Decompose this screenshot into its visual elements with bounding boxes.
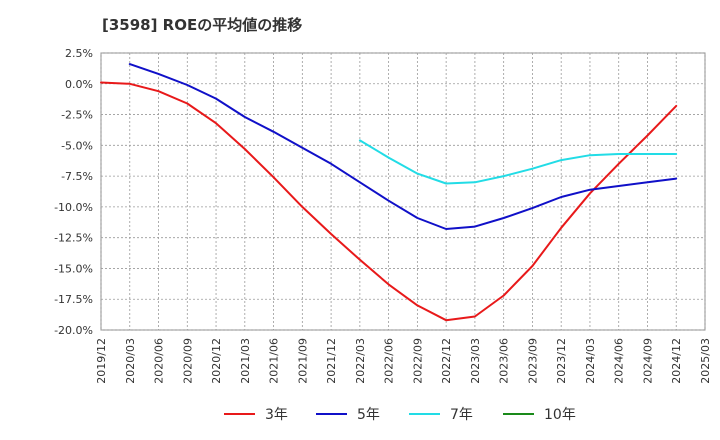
x-tick-label: 2023/06 xyxy=(498,338,511,384)
series-lines xyxy=(100,63,678,322)
x-tick-label: 2021/03 xyxy=(239,338,252,384)
y-tick-label: -7.5% xyxy=(61,170,93,183)
x-tick-label: 2022/06 xyxy=(383,338,396,384)
y-tick-label: -12.5% xyxy=(54,232,93,245)
x-tick-label: 2023/09 xyxy=(526,338,539,384)
x-tick-label: 2020/12 xyxy=(210,338,223,384)
x-tick-label: 2021/09 xyxy=(296,338,309,384)
legend-item-5年: 5年 xyxy=(316,407,380,423)
y-tick-label: 2.5% xyxy=(65,47,93,60)
x-tick-label: 2022/09 xyxy=(411,338,424,384)
chart-title: [3598] ROEの平均値の推移 xyxy=(102,16,303,34)
series-line-3年 xyxy=(100,81,678,322)
x-tick-label: 2020/03 xyxy=(124,338,137,384)
legend-item-10年: 10年 xyxy=(503,407,576,423)
x-tick-label: 2024/03 xyxy=(584,338,597,384)
y-tick-label: -2.5% xyxy=(61,109,93,122)
grid-lines xyxy=(100,52,706,331)
x-tick-label: 2020/09 xyxy=(181,338,194,384)
series-line-5年 xyxy=(128,63,678,230)
y-tick-label: 0.0% xyxy=(65,78,93,91)
x-tick-label: 2022/03 xyxy=(354,338,367,384)
x-tick-label: 2019/12 xyxy=(95,338,108,384)
y-axis-ticks: 2.5% 0.0% -2.5% -5.0% -7.5% -10.0% -12.5% -15.0… xyxy=(54,47,93,337)
x-tick-label: 2024/09 xyxy=(641,338,654,384)
legend-item-3年: 3年 xyxy=(224,407,288,423)
series-line-7年 xyxy=(358,139,678,185)
x-tick-label: 2023/03 xyxy=(469,338,482,384)
x-tick-label: 2023/12 xyxy=(555,338,568,384)
legend: 3年 5年 7年 10年 xyxy=(224,407,576,423)
legend-label: 7年 xyxy=(450,407,473,423)
legend-item-7年: 7年 xyxy=(409,407,473,423)
y-tick-label: -17.5% xyxy=(54,293,93,306)
x-tick-label: 2020/06 xyxy=(153,338,166,384)
plot-frame xyxy=(100,52,706,331)
y-tick-label: -10.0% xyxy=(54,201,93,214)
x-tick-label: 2021/06 xyxy=(268,338,281,384)
legend-label: 5年 xyxy=(357,407,380,423)
legend-label: 3年 xyxy=(265,407,288,423)
y-tick-label: -15.0% xyxy=(54,262,93,275)
legend-label: 10年 xyxy=(544,407,576,423)
x-tick-label: 2021/12 xyxy=(325,338,338,384)
y-tick-label: -5.0% xyxy=(61,139,93,152)
x-tick-label: 2024/06 xyxy=(613,338,626,384)
x-axis-ticks: 2019/12 2020/03 2020/06 2020/09 2020/12 2021/… xyxy=(95,338,712,384)
x-tick-label: 2025/03 xyxy=(699,338,712,384)
y-tick-label: -20.0% xyxy=(54,324,93,337)
x-tick-label: 2024/12 xyxy=(670,338,683,384)
x-tick-label: 2022/12 xyxy=(440,338,453,384)
